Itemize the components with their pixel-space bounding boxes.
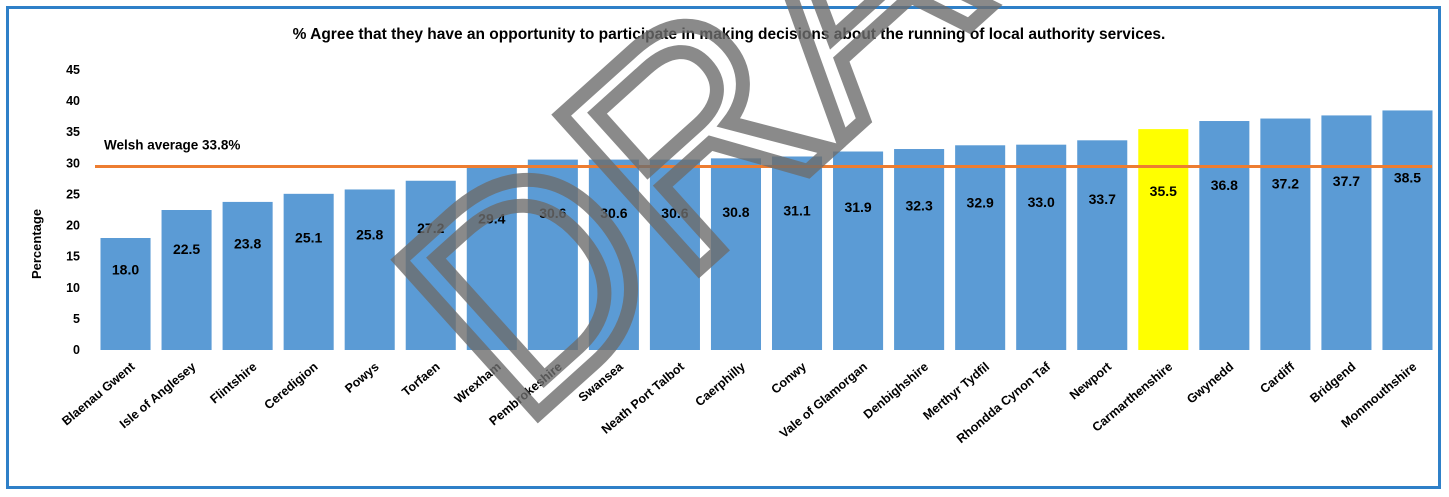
value-labels: 18.0 22.5 23.8 25.1 25.8 27.2 29.4 30.6 30.6 30.6… xyxy=(112,170,1421,278)
category-label: Bridgend xyxy=(1307,360,1358,406)
value-label: 23.8 xyxy=(234,235,261,251)
y-tick-label: 40 xyxy=(66,94,80,108)
bar xyxy=(649,159,700,350)
bar xyxy=(527,159,578,350)
value-label: 38.5 xyxy=(1394,170,1421,186)
y-tick-label: 15 xyxy=(66,250,80,264)
category-label: Ceredigion xyxy=(262,360,321,413)
category-label: Conwy xyxy=(769,360,809,397)
bar xyxy=(161,210,212,350)
value-label: 37.7 xyxy=(1333,173,1360,189)
bar xyxy=(955,145,1006,350)
value-label: 33.0 xyxy=(1028,194,1055,210)
y-axis-label: Percentage xyxy=(29,209,44,279)
bar xyxy=(1382,110,1433,350)
bar xyxy=(771,156,823,350)
y-tick-label: 45 xyxy=(66,63,80,77)
value-label: 31.1 xyxy=(783,203,810,219)
category-label: Cardiff xyxy=(1257,359,1297,396)
value-label: 36.8 xyxy=(1211,177,1238,193)
bar xyxy=(405,180,456,350)
value-label: 22.5 xyxy=(173,241,200,257)
category-label: Newport xyxy=(1067,359,1115,402)
bar xyxy=(1260,118,1311,351)
bar xyxy=(1077,140,1128,350)
category-label: Flintshire xyxy=(207,360,259,407)
value-label: 25.8 xyxy=(356,226,383,242)
bar xyxy=(710,158,762,350)
bar xyxy=(100,238,151,350)
bar xyxy=(588,159,639,350)
value-label: 30.6 xyxy=(661,205,688,221)
y-tick-label: 35 xyxy=(66,125,80,139)
category-label: Caerphilly xyxy=(693,360,748,410)
value-label: 18.0 xyxy=(112,261,139,277)
value-label: 25.1 xyxy=(295,230,322,246)
bar xyxy=(894,149,945,350)
category-label: Gwynedd xyxy=(1184,360,1236,407)
bar xyxy=(1199,121,1250,351)
bar xyxy=(833,151,884,350)
y-axis-ticks: 0 5 10 15 20 25 30 35 40 45 xyxy=(66,63,80,357)
y-tick-label: 5 xyxy=(73,312,80,326)
bar xyxy=(222,201,273,350)
bars xyxy=(100,110,1433,351)
value-label: 29.4 xyxy=(478,210,505,226)
value-label: 32.3 xyxy=(905,197,932,213)
chart-title: % Agree that they have an opportunity to… xyxy=(293,26,1166,43)
y-tick-label: 10 xyxy=(66,281,80,295)
bar xyxy=(1138,129,1189,350)
y-tick-label: 25 xyxy=(66,187,80,201)
value-label: 31.9 xyxy=(844,199,871,215)
value-label: 35.5 xyxy=(1150,183,1177,199)
category-label: Torfaen xyxy=(399,360,442,400)
y-tick-label: 20 xyxy=(66,219,80,233)
bar xyxy=(283,193,334,350)
value-label: 37.2 xyxy=(1272,175,1299,191)
average-line-label: Welsh average 33.8% xyxy=(104,137,240,152)
value-label: 33.7 xyxy=(1089,191,1116,207)
y-tick-label: 30 xyxy=(66,156,80,170)
bar xyxy=(344,189,395,350)
category-label: Powys xyxy=(342,360,381,396)
bar xyxy=(1321,115,1372,350)
average-line-group: Welsh average 33.8% xyxy=(95,137,1432,168)
bar xyxy=(466,167,517,350)
value-label: 30.6 xyxy=(600,205,627,221)
value-label: 30.6 xyxy=(539,205,566,221)
value-label: 30.8 xyxy=(722,204,749,220)
y-tick-label: 0 xyxy=(73,343,80,357)
value-label: 32.9 xyxy=(967,195,994,211)
bar xyxy=(1016,144,1067,350)
value-label: 27.2 xyxy=(417,220,444,236)
